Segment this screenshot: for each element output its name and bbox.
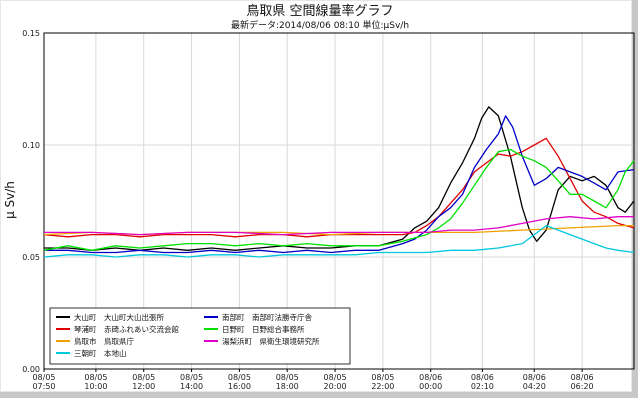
x-tick-time: 06:20 [571,382,594,391]
legend-label: 湯梨浜町 県衛生環境研究所 [222,336,320,346]
chart-title: 鳥取県 空間線量率グラフ [246,3,393,19]
legend-label: 三朝町 本地山 [74,348,127,358]
chart-subtitle: 最新データ:2014/08/06 08:10 単位:μSv/h [231,19,409,31]
legend-label: 日野町 日野総合事務所 [222,324,305,334]
series-line [43,137,635,238]
y-tick-label: 0.05 [22,253,40,262]
series-line [44,115,635,254]
x-tick-time: 18:00 [276,382,299,391]
x-tick-date: 08/05 [276,373,299,382]
y-axis-label: μ Sv/h [3,181,17,219]
x-tick-time: 14:00 [180,382,203,391]
legend-label: 南部町 南部町法勝寺庁舎 [222,312,312,322]
legend-box [49,307,351,365]
x-tick-time: 04:20 [523,382,546,391]
series-line [44,216,634,236]
x-tick-time: 20:00 [324,382,347,391]
x-tick-time: 07:50 [32,382,55,391]
series-line [44,106,635,251]
x-tick-date: 08/05 [371,373,394,382]
x-tick-time: 12:00 [132,382,155,391]
x-tick-time: 00:00 [419,382,442,391]
x-tick-date: 08/05 [84,373,107,382]
x-tick-date: 08/06 [523,373,546,382]
x-tick-date: 08/06 [571,373,594,382]
legend-label: 大山町 大山町大山出張所 [74,312,164,322]
x-tick-date: 08/06 [471,373,494,382]
x-tick-date: 08/05 [180,373,203,382]
series-line [43,224,635,258]
x-tick-date: 08/05 [228,373,251,382]
x-tick-date: 08/05 [32,373,55,382]
y-tick-label: 0.10 [22,141,40,150]
legend-label: 鳥取市 鳥取県庁 [74,336,134,346]
legend-label: 琴浦町 赤碕ふれあい交流会館 [74,324,179,334]
x-tick-time: 02:10 [471,382,494,391]
x-tick-date: 08/06 [419,373,442,382]
y-axis-ticks: 0.00 0.05 0.10 0.15 [22,29,40,374]
x-tick-time: 22:00 [371,382,394,391]
x-tick-time: 10:00 [84,382,107,391]
x-tick-date: 08/05 [324,373,347,382]
y-tick-label: 0.15 [22,29,40,38]
x-tick-date: 08/05 [132,373,155,382]
x-tick-time: 16:00 [228,382,251,391]
x-axis-ticks: 08/0507:5008/0510:0008/0512:0008/0514:00… [32,369,594,391]
series-line [43,148,635,251]
y-tick-label: 0.00 [22,365,40,374]
series-lines [43,106,635,258]
